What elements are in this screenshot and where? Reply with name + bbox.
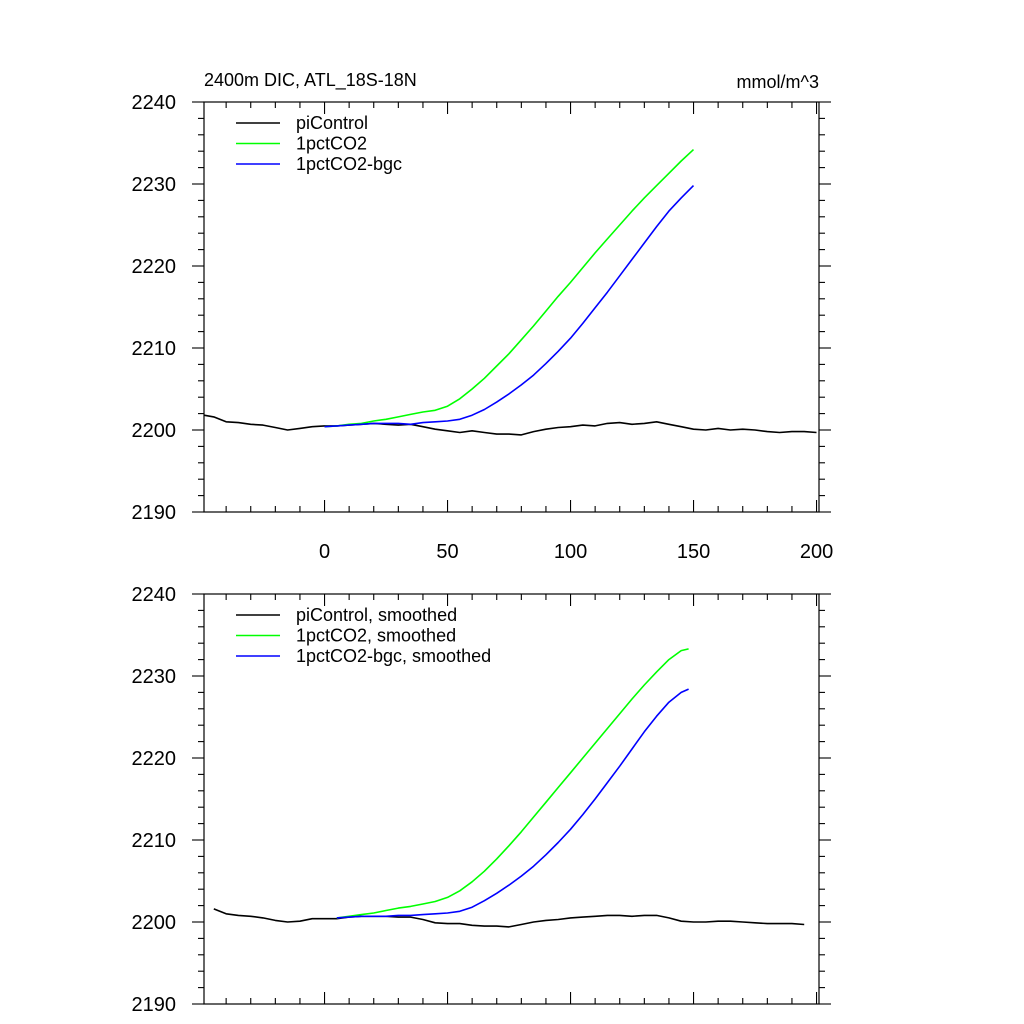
series-line-3 bbox=[324, 185, 695, 428]
y-tick-label: 2230 bbox=[132, 174, 177, 196]
chart-panel-2: 2190 2200 2210 2220 2230 2240 piControl, smoot… bbox=[132, 584, 831, 1016]
series-line-3 bbox=[336, 688, 689, 919]
x-tick-label: 200 bbox=[800, 541, 833, 563]
y-tick-label: 2240 bbox=[132, 92, 177, 114]
y-tick-label: 2190 bbox=[132, 994, 177, 1016]
series-line-1 bbox=[213, 908, 805, 928]
y-tick-label: 2210 bbox=[132, 830, 177, 852]
y-tick-label: 2190 bbox=[132, 502, 177, 524]
x-tick-label: 50 bbox=[436, 541, 458, 563]
y-tick-label: 2210 bbox=[132, 338, 177, 360]
x-tick-label: 150 bbox=[677, 541, 710, 563]
series-line-2 bbox=[336, 648, 689, 919]
series-line-1 bbox=[203, 414, 817, 436]
y-tick-label: 2220 bbox=[132, 748, 177, 770]
units-label: mmol/m^3 bbox=[737, 72, 819, 92]
legend-label: piControl bbox=[296, 113, 368, 133]
legend-label: 1pctCO2 bbox=[296, 134, 367, 154]
y-tick-label: 2240 bbox=[132, 584, 177, 606]
legend-label: 1pctCO2-bgc bbox=[296, 154, 402, 174]
y-tick-label: 2230 bbox=[132, 666, 177, 688]
plot-frame bbox=[203, 101, 820, 513]
legend-label: 1pctCO2-bgc, smoothed bbox=[296, 646, 491, 666]
legend-label: 1pctCO2, smoothed bbox=[296, 626, 456, 646]
legend-label: piControl, smoothed bbox=[296, 605, 457, 625]
y-tick-label: 2200 bbox=[132, 912, 177, 934]
x-tick-label: 0 bbox=[319, 541, 330, 563]
chart-panel-1: 2190 2200 2210 2220 2230 2240 0 50 100 150 200 2400… bbox=[132, 70, 834, 563]
y-tick-label: 2200 bbox=[132, 420, 177, 442]
x-tick-label: 100 bbox=[554, 541, 587, 563]
series-line-2 bbox=[324, 149, 695, 428]
plot-frame bbox=[203, 593, 820, 1005]
chart-title: 2400m DIC, ATL_18S-18N bbox=[204, 70, 417, 91]
y-tick-label: 2220 bbox=[132, 256, 177, 278]
